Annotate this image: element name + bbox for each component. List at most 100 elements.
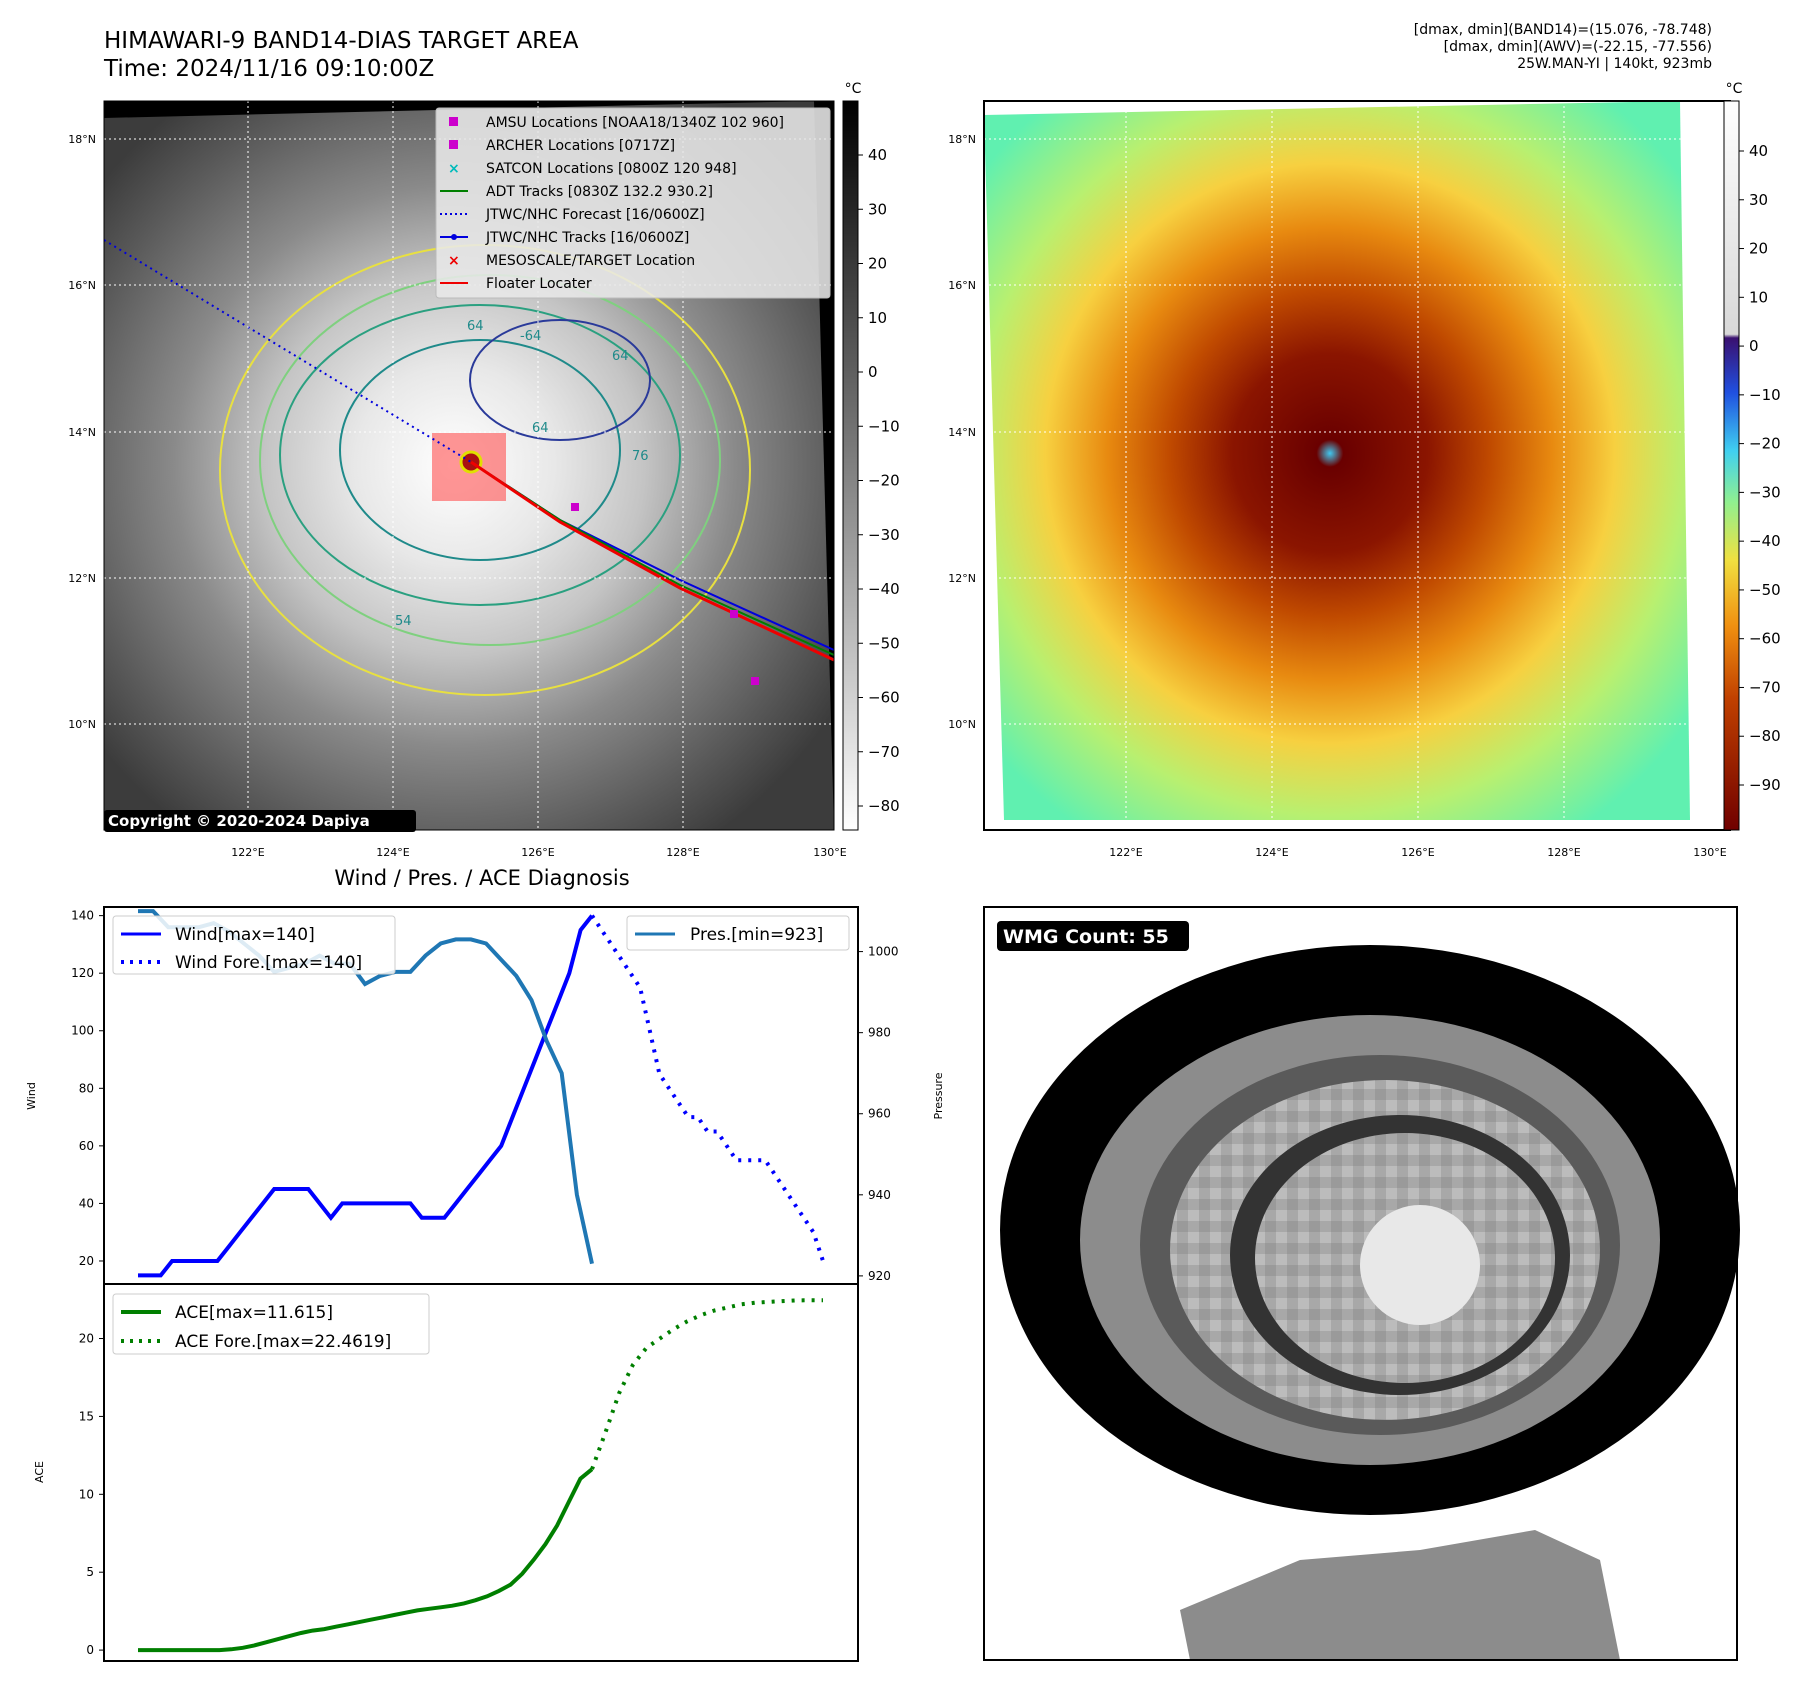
legend-label: Floater Locater (486, 276, 592, 292)
colorbar-tick-label: 0 (868, 363, 878, 381)
wind-axis-label: Wind (25, 1082, 38, 1110)
colorbar-tick-label: −20 (868, 472, 900, 490)
wind-legend: Wind[max=140] Wind Fore.[max=140] (112, 915, 396, 975)
colorbar-tick-label: −60 (1749, 630, 1781, 648)
ace-ytick-label: 10 (79, 1487, 94, 1501)
title-line2: Time: 2024/11/16 09:10:00Z (104, 56, 435, 82)
colorbar-tick-label: 0 (1749, 337, 1759, 355)
diagnosis-title: Wind / Pres. / ACE Diagnosis (334, 866, 629, 890)
contour-label: 64 (467, 319, 484, 334)
lat-tick: 18°N (68, 133, 96, 146)
wind-ytick-label: 60 (79, 1139, 94, 1153)
ace-ytick-label: 5 (86, 1565, 94, 1579)
colorbar-tick-label: −80 (1749, 727, 1781, 745)
legend-entry: × MESOSCALE/TARGET Location (448, 253, 695, 269)
colorbar-tick-label: −30 (868, 526, 900, 544)
lon-tick: 126°E (1401, 846, 1434, 859)
ace-ytick-label: 15 (79, 1409, 94, 1423)
legend-wind-forecast: Wind Fore.[max=140] (175, 953, 362, 973)
lat-tick: 16°N (68, 279, 96, 292)
lon-tick: 130°E (1693, 846, 1726, 859)
info-line2: [dmax, dmin](AWV)=(-22.15, -77.556) (1443, 39, 1712, 55)
wind-ytick-label: 20 (79, 1254, 94, 1268)
left-map-lon-ticks: 122°E 124°E 126°E 128°E 130°E (231, 846, 846, 859)
legend-entry: × SATCON Locations [0800Z 120 948] (448, 161, 737, 177)
legend-entry: ADT Tracks [0830Z 132.2 930.2] (440, 184, 713, 200)
legend-marker: × (448, 161, 460, 177)
dmax-dmin-info: [dmax, dmin](BAND14)=(15.076, -78.748) [… (1414, 22, 1712, 73)
wind-ytick-label: 100 (71, 1024, 94, 1038)
legend-label: AMSU Locations [NOAA18/1340Z 102 960] (486, 115, 784, 131)
lon-tick: 122°E (1109, 846, 1142, 859)
colorbar-tick-label: −80 (868, 797, 900, 815)
legend-wind: Wind[max=140] (175, 925, 315, 945)
lon-tick: 130°E (813, 846, 846, 859)
pressure-ytick-label: 920 (868, 1269, 891, 1283)
right-map-lat-ticks: 18°N 16°N 14°N 12°N 10°N (948, 133, 976, 731)
title-line1: HIMAWARI-9 BAND14-DIAS TARGET AREA (104, 28, 579, 54)
contour-label: 54 (395, 614, 412, 629)
info-line1: [dmax, dmin](BAND14)=(15.076, -78.748) (1413, 22, 1712, 38)
figure-title: HIMAWARI-9 BAND14-DIAS TARGET AREA Time:… (104, 27, 578, 83)
colorbar-tick-label: −40 (1749, 532, 1781, 550)
contour-label: 64 (612, 349, 629, 364)
colorbar-tick-label: −10 (868, 417, 900, 435)
lon-tick: 128°E (1547, 846, 1580, 859)
colorbar-tick-label: 20 (1749, 240, 1768, 258)
wind-ytick-label: 140 (71, 909, 94, 923)
ace-line (138, 1467, 594, 1653)
legend-marker-dot (451, 234, 457, 240)
contour-label: -64 (520, 329, 541, 344)
left-colorbar: °C 40 30 20 10 0 −10 −20 −30 −40 −50 −60 −70 −80 (842, 81, 900, 831)
lat-tick: 10°N (68, 718, 96, 731)
lat-tick: 12°N (948, 572, 976, 585)
colorbar-tick-label: 20 (868, 255, 887, 273)
wind-ytick-label: 120 (71, 966, 94, 980)
colorbar-tick-label: −90 (1749, 776, 1781, 794)
ace-ytick-label: 0 (86, 1643, 94, 1657)
lon-tick: 124°E (376, 846, 409, 859)
colorbar-unit: °C (845, 81, 862, 97)
colorbar-tick-label: −40 (868, 580, 900, 598)
colorbar-tick-label: 30 (1749, 191, 1768, 209)
legend-label: ADT Tracks [0830Z 132.2 930.2] (486, 184, 713, 200)
colorbar-tick-label: 30 (868, 200, 887, 218)
colorbar-tick-label: −50 (868, 634, 900, 652)
legend-label: SATCON Locations [0800Z 120 948] (486, 161, 737, 177)
lat-tick: 14°N (948, 426, 976, 439)
lon-tick: 124°E (1255, 846, 1288, 859)
pressure-ytick-label: 960 (868, 1107, 891, 1121)
pressure-axis-label: Pressure (932, 1072, 945, 1119)
colorbar-tick-label: −30 (1749, 483, 1781, 501)
left-map-lat-ticks: 18°N 16°N 14°N 12°N 10°N (68, 133, 96, 731)
ace-legend: ACE[max=11.615] ACE Fore.[max=22.4619] (112, 1293, 430, 1355)
pressure-ytick-label: 1000 (868, 945, 899, 959)
lon-tick: 126°E (521, 846, 554, 859)
lat-tick: 10°N (948, 718, 976, 731)
legend-ace-forecast: ACE Fore.[max=22.4619] (175, 1332, 391, 1352)
right-map-panel (983, 100, 1731, 831)
lat-tick: 16°N (948, 279, 976, 292)
legend-label: ARCHER Locations [0717Z] (486, 138, 675, 154)
colorbar-tick-label: −20 (1749, 435, 1781, 453)
legend-label: JTWC/NHC Forecast [16/0600Z] (485, 207, 705, 223)
wind-pressure-chart: 20 40 60 80 100 120 140 920 940 960 980 1000 Wind … (25, 906, 945, 1285)
legend-marker (449, 140, 458, 149)
colorbar-tick-label: −60 (868, 689, 900, 707)
colorbar-tick-label: 40 (868, 146, 887, 164)
legend-entry: Floater Locater (440, 276, 592, 292)
ace-chart: 0 5 10 15 20 ACE ACE[max=11.615] ACE Fore.[m… (33, 1283, 859, 1662)
colorbar-tick-label: 10 (868, 309, 887, 327)
ace-axis-label: ACE (33, 1461, 46, 1483)
pressure-legend: Pres.[min=923] (626, 915, 850, 951)
lat-tick: 14°N (68, 426, 96, 439)
lat-tick: 18°N (948, 133, 976, 146)
colorbar-tick-label: −50 (1749, 581, 1781, 599)
legend-entry: JTWC/NHC Tracks [16/0600Z] (440, 230, 689, 246)
lon-tick: 128°E (666, 846, 699, 859)
legend-entry: JTWC/NHC Forecast [16/0600Z] (440, 207, 705, 223)
colorbar-tick-label: −70 (868, 743, 900, 761)
colorbar-tick-label: −70 (1749, 678, 1781, 696)
legend-marker: × (448, 253, 460, 269)
